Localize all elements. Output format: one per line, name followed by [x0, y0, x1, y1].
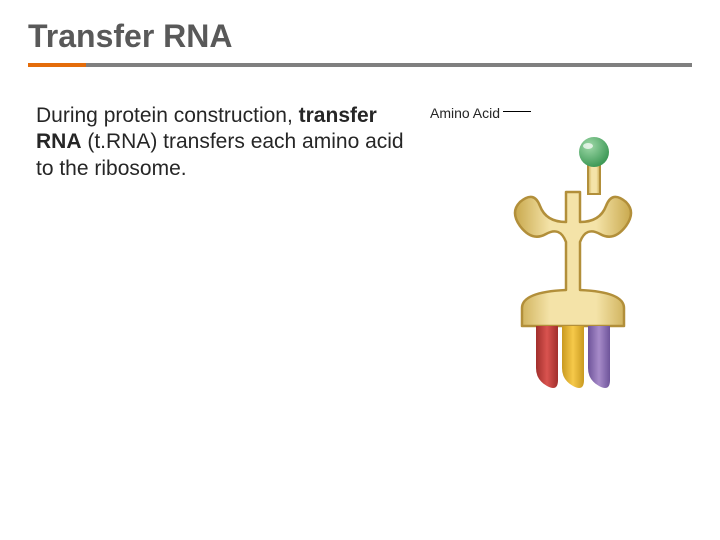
- trna-diagram: [508, 130, 638, 400]
- body-paragraph: During protein construction, transfer RN…: [36, 103, 406, 182]
- amino-acid-sphere-icon: [579, 137, 609, 167]
- slide-title: Transfer RNA: [0, 0, 720, 63]
- para-part2: (t.RNA) transfers each amino acid to the…: [36, 130, 404, 179]
- anticodon-yellow: [562, 326, 584, 388]
- title-underline-accent: [28, 63, 86, 67]
- para-part1: During protein construction,: [36, 104, 299, 127]
- amino-acid-leader-line: [503, 111, 531, 112]
- amino-acid-highlight: [583, 143, 593, 149]
- title-underline-rest: [86, 63, 692, 67]
- trna-body: [515, 192, 631, 326]
- anticodon-red: [536, 326, 558, 388]
- anticodon-purple: [588, 326, 610, 388]
- amino-acid-label: Amino Acid: [430, 105, 500, 121]
- title-underline: [28, 63, 692, 67]
- slide: Transfer RNA During protein construction…: [0, 0, 720, 540]
